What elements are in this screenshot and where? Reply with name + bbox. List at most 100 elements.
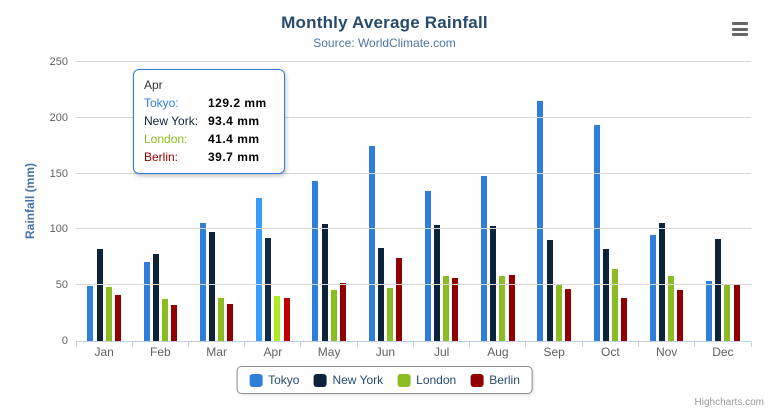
- bar-tokyo-apr[interactable]: [255, 196, 264, 341]
- bar-new-york-jul[interactable]: [433, 223, 442, 341]
- category-may: [301, 62, 357, 341]
- bar-london-jun[interactable]: [385, 287, 394, 341]
- xaxis-tick: [581, 342, 583, 347]
- category-jun: [357, 62, 413, 341]
- bar-new-york-dec[interactable]: [714, 238, 723, 341]
- legend: Tokyo New York London Berlin: [236, 366, 533, 394]
- xaxis-tick: [187, 342, 189, 347]
- bar-new-york-mar[interactable]: [208, 231, 217, 341]
- credits-link[interactable]: Highcharts.com: [694, 397, 764, 408]
- yaxis-tick-label: 150: [49, 167, 68, 180]
- bar-tokyo-may[interactable]: [311, 180, 320, 341]
- tooltip-series-value: 93.4 mm: [208, 114, 260, 128]
- bar-berlin-jun[interactable]: [395, 256, 404, 341]
- bar-berlin-nov[interactable]: [676, 288, 685, 341]
- bar-new-york-feb[interactable]: [151, 253, 160, 341]
- bar-new-york-jan[interactable]: [95, 247, 104, 341]
- bar-berlin-jul[interactable]: [451, 276, 460, 341]
- bar-berlin-mar[interactable]: [226, 302, 235, 341]
- xaxis-tick: [75, 342, 77, 347]
- bar-new-york-apr[interactable]: [264, 236, 273, 341]
- tooltip-series-name: London:: [144, 132, 188, 146]
- plot-area: [75, 61, 752, 347]
- bar-berlin-sep[interactable]: [563, 287, 572, 341]
- xaxis-label-mar: Mar: [206, 345, 227, 359]
- bar-london-feb[interactable]: [160, 297, 169, 341]
- legend-item-tokyo[interactable]: Tokyo: [249, 373, 299, 387]
- category-oct: [582, 62, 638, 341]
- bar-berlin-feb[interactable]: [170, 303, 179, 341]
- legend-label: New York: [332, 373, 384, 387]
- bar-groups: [76, 62, 751, 341]
- bar-new-york-aug[interactable]: [489, 224, 498, 341]
- bar-new-york-oct[interactable]: [601, 247, 610, 341]
- yaxis-tick-label: 50: [55, 279, 68, 292]
- bar-tokyo-aug[interactable]: [480, 175, 489, 341]
- xaxis-tick: [131, 342, 133, 347]
- bar-new-york-may[interactable]: [320, 222, 329, 341]
- bar-berlin-oct[interactable]: [620, 297, 629, 341]
- gridline: [76, 172, 751, 174]
- category-nov: [639, 62, 695, 341]
- legend-label: London: [416, 373, 457, 387]
- xaxis-labels: Jan Feb Mar Apr May Jun Jul Aug Sep Oct Nov Dec: [76, 345, 751, 359]
- gridline: [76, 116, 751, 118]
- xaxis-label-apr: Apr: [263, 345, 283, 359]
- legend-item-new-york[interactable]: New York: [313, 373, 383, 387]
- legend-marker-icon: [397, 373, 411, 387]
- bar-new-york-jun[interactable]: [376, 246, 385, 341]
- gridline: [76, 228, 751, 230]
- bar-london-dec[interactable]: [723, 283, 732, 341]
- xaxis-label-aug: Aug: [487, 345, 509, 359]
- tooltip: Apr Tokyo: 129.2 mm New York: 93.4 mm London…: [133, 69, 285, 174]
- xaxis-label-oct: Oct: [601, 345, 620, 359]
- gridline: [76, 61, 751, 62]
- bar-london-oct[interactable]: [610, 268, 619, 341]
- xaxis-label-feb: Feb: [150, 345, 171, 359]
- bar-tokyo-jun[interactable]: [367, 144, 376, 341]
- bar-tokyo-oct[interactable]: [592, 124, 601, 341]
- legend-marker-icon: [249, 373, 263, 387]
- bar-new-york-nov[interactable]: [658, 222, 667, 341]
- xaxis-label-may: May: [317, 345, 341, 359]
- bar-london-may[interactable]: [329, 288, 338, 341]
- bar-tokyo-feb[interactable]: [142, 261, 151, 341]
- bar-tokyo-mar[interactable]: [198, 222, 207, 341]
- hamburger-menu-icon[interactable]: [730, 19, 752, 39]
- xaxis-tick: [356, 342, 358, 347]
- bar-berlin-aug[interactable]: [507, 273, 516, 341]
- bar-london-mar[interactable]: [217, 297, 226, 341]
- xaxis-line: [76, 341, 751, 342]
- legend-item-berlin[interactable]: Berlin: [470, 373, 520, 387]
- bar-berlin-apr[interactable]: [282, 296, 291, 341]
- xaxis-tick: [244, 342, 246, 347]
- xaxis-tick: [469, 342, 471, 347]
- bar-tokyo-sep[interactable]: [536, 99, 545, 341]
- bar-tokyo-jan[interactable]: [86, 285, 95, 341]
- category-jan: [76, 62, 132, 341]
- legend-marker-icon: [470, 373, 484, 387]
- category-apr: [245, 62, 301, 341]
- xaxis-tick: [413, 342, 414, 347]
- bar-berlin-dec[interactable]: [732, 283, 741, 341]
- bar-london-aug[interactable]: [498, 274, 507, 341]
- bar-london-sep[interactable]: [554, 282, 563, 341]
- bar-tokyo-jul[interactable]: [423, 189, 432, 341]
- bar-tokyo-nov[interactable]: [648, 234, 657, 341]
- gridline: [76, 284, 751, 286]
- xaxis-tick: [300, 342, 302, 347]
- category-feb: [132, 62, 188, 341]
- bar-london-apr[interactable]: [273, 294, 282, 341]
- bar-tokyo-dec[interactable]: [705, 280, 714, 341]
- category-jul: [414, 62, 470, 341]
- legend-item-london[interactable]: London: [397, 373, 456, 387]
- chart-title: Monthly Average Rainfall: [281, 13, 488, 32]
- bar-london-jul[interactable]: [442, 275, 451, 341]
- xaxis-label-jun: Jun: [375, 345, 396, 359]
- bar-new-york-sep[interactable]: [545, 239, 554, 341]
- bar-london-jan[interactable]: [104, 286, 113, 341]
- bar-berlin-may[interactable]: [338, 282, 347, 341]
- bar-london-nov[interactable]: [667, 274, 676, 341]
- bar-berlin-jan[interactable]: [113, 293, 122, 341]
- tooltip-series-name: Tokyo:: [144, 96, 179, 110]
